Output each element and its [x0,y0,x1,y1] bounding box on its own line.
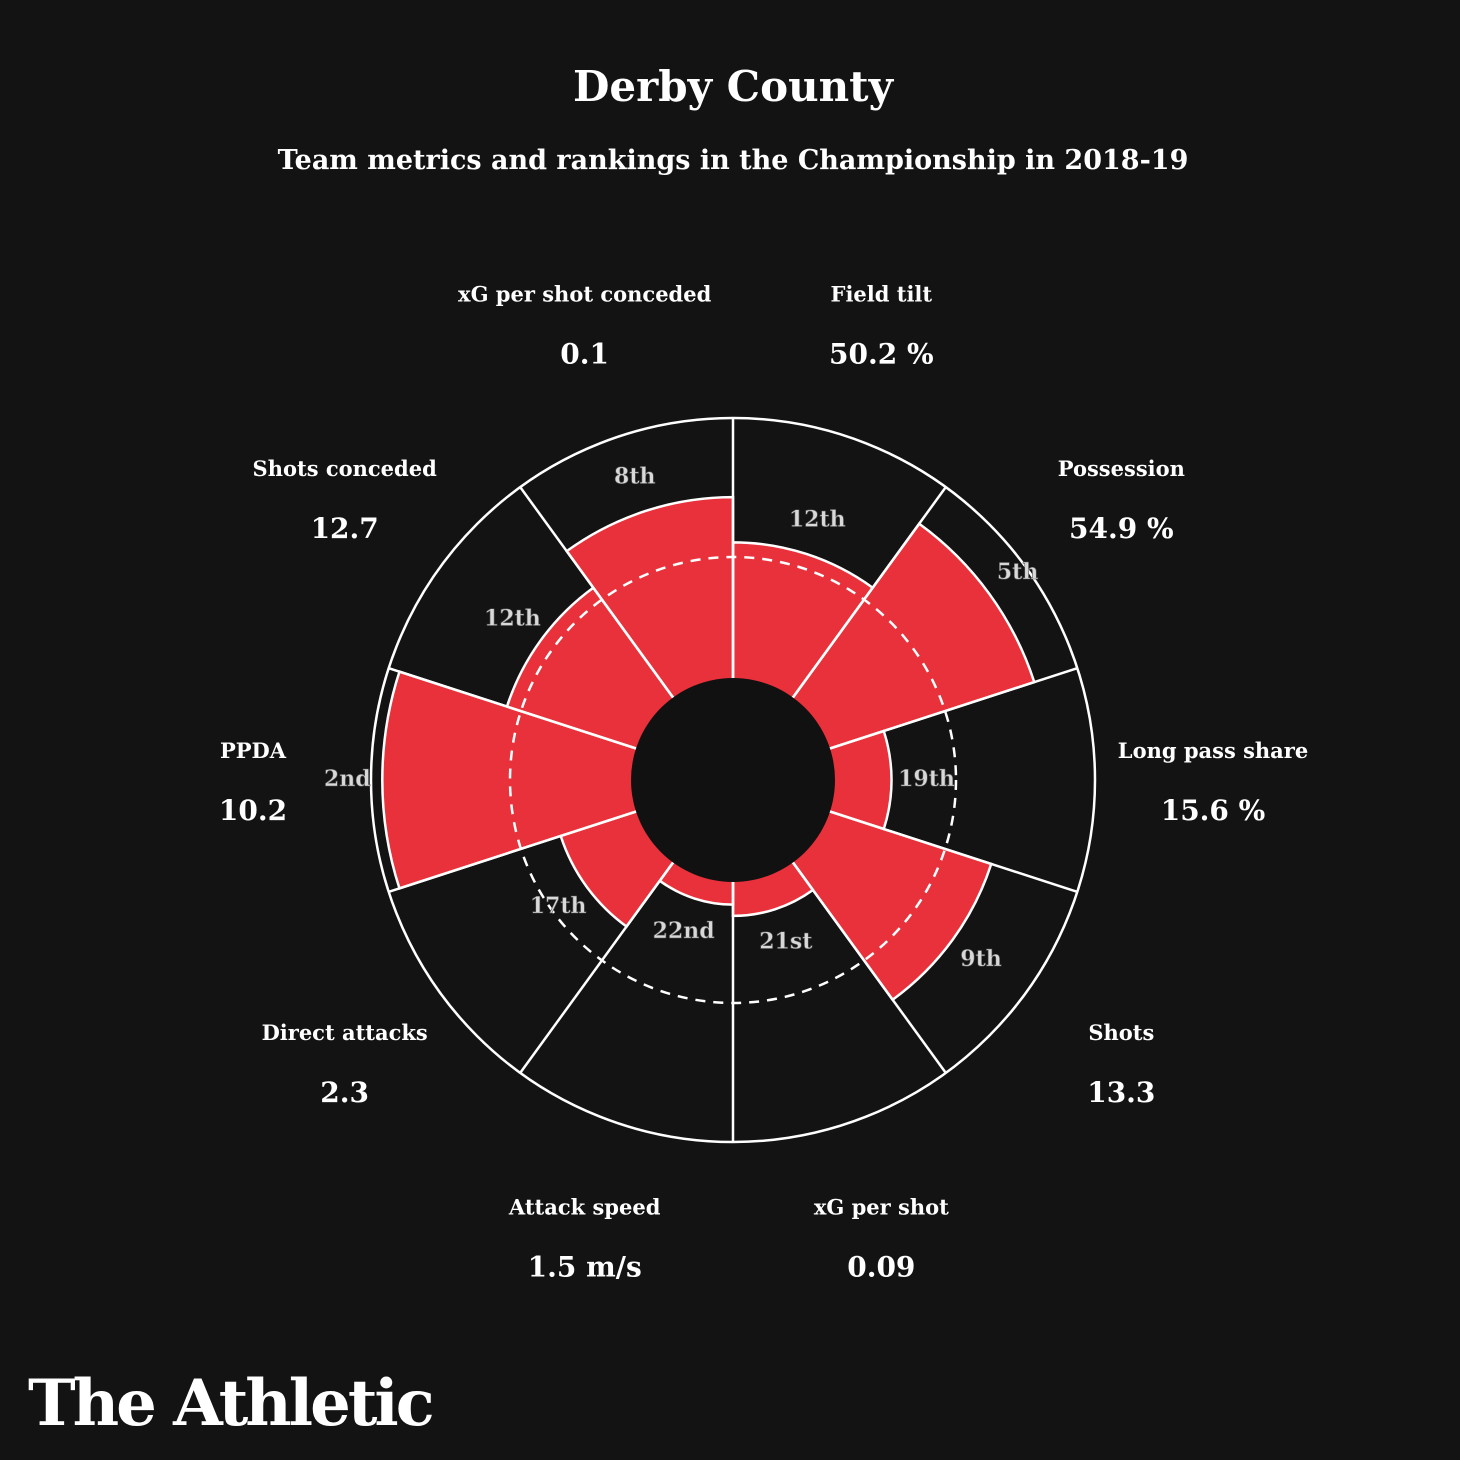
rank-label: 8th [614,464,655,490]
metric-label: Long pass share [1118,738,1308,763]
rank-label: 22nd [653,918,715,944]
rank-label: 2nd [324,766,371,792]
chart-subtitle: Team metrics and rankings in the Champio… [277,145,1189,176]
metric-value: 0.1 [560,337,609,370]
rank-label: 19th [898,766,955,792]
rank-label: 12th [484,606,541,632]
center-hole [631,678,835,882]
metric-value: 54.9 % [1069,512,1174,545]
metric-value: 12.7 [311,512,379,545]
metric-label: Field tilt [831,281,933,306]
bar-ppda [381,670,738,890]
metric-label: xG per shot [814,1195,949,1220]
metric-label: Shots [1088,1020,1154,1045]
metric-label: Attack speed [508,1195,661,1220]
metric-label: Shots conceded [253,456,438,481]
metric-value: 0.09 [847,1251,915,1284]
metric-value: 10.2 [219,794,287,827]
metric-value: 1.5 m/s [528,1251,642,1284]
rank-label: 12th [789,507,846,533]
metric-label: PPDA [220,738,287,763]
chart-title: Derby County [573,62,893,111]
metric-label: Possession [1058,456,1185,481]
metric-value: 13.3 [1087,1076,1155,1109]
rank-label: 9th [960,946,1001,972]
rank-label: 21st [759,929,813,955]
metric-value: 2.3 [320,1076,369,1109]
rank-label: 17th [530,893,587,919]
the-athletic-logo: The Athletic [28,1366,435,1441]
metric-value: 50.2 % [829,337,934,370]
metric-label: Direct attacks [262,1020,428,1045]
rank-label: 5th [997,559,1038,585]
metric-label: xG per shot conceded [458,281,712,306]
metric-value: 15.6 % [1161,794,1266,827]
